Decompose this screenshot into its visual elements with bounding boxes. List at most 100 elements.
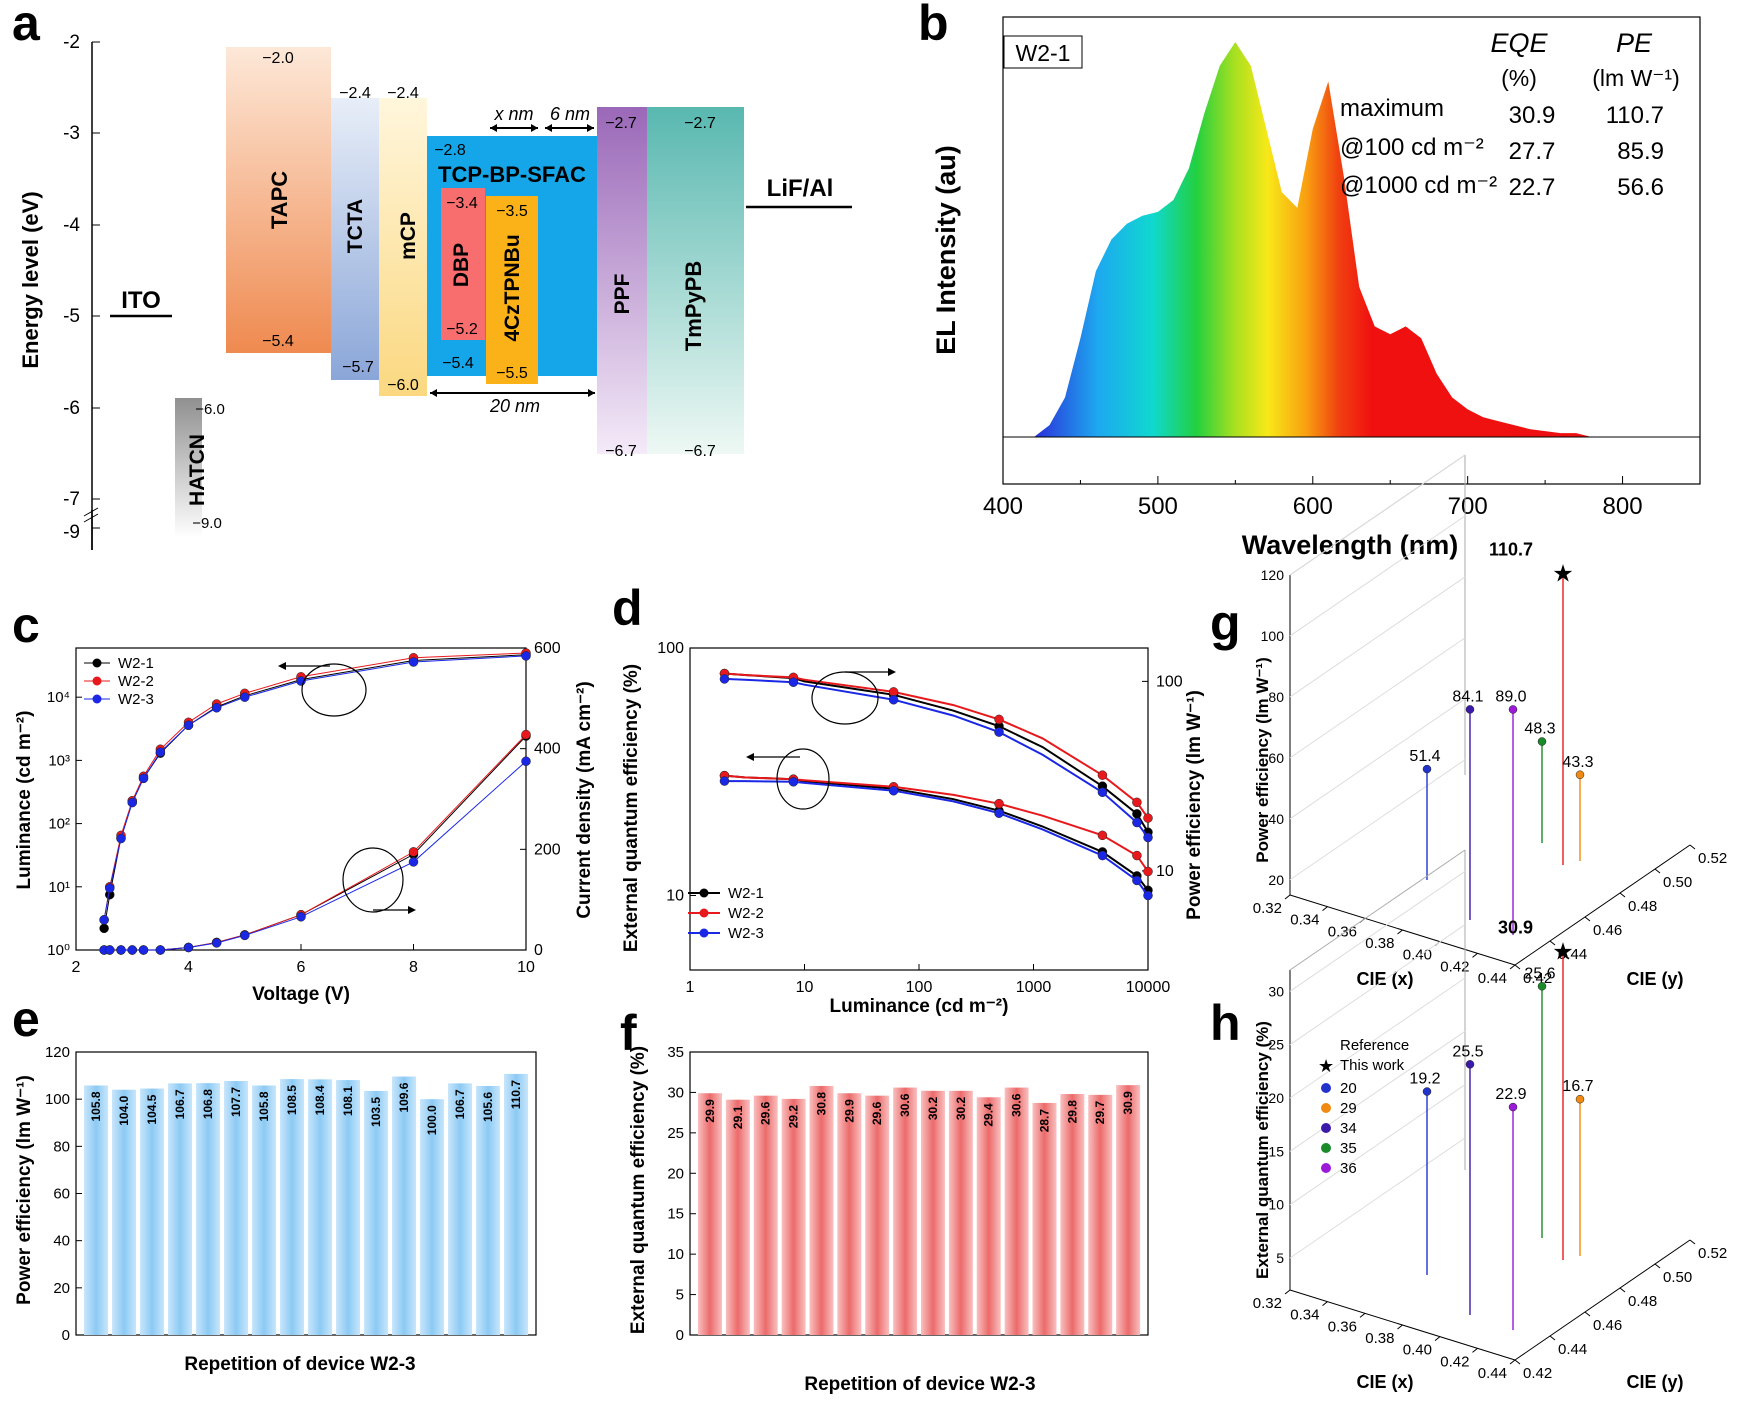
c-y2label: Current density (mA cm⁻²): [574, 681, 595, 918]
d-eqe-point: [994, 808, 1004, 818]
e-bar: [112, 1089, 137, 1335]
d-y2tick: 10: [1156, 863, 1174, 880]
h-point-label: 30.9: [1498, 918, 1533, 938]
d-eqe-point: [1143, 890, 1153, 901]
g-ytick-mark: [1689, 844, 1696, 850]
h-ytick: 0.52: [1698, 1245, 1727, 1262]
e-bar: [308, 1079, 333, 1335]
eqe-header: EQE: [1490, 28, 1548, 58]
panel-a-yticks: -2 -3 -4 -5 -6 -7 -9: [63, 32, 100, 543]
f-ytick: 15: [667, 1206, 684, 1223]
f-axes: 0 5 10 15 20 25 30 35: [667, 1044, 696, 1344]
d-pe-point: [1143, 813, 1153, 823]
row-100-label: @100 cd m⁻²: [1340, 134, 1484, 161]
b-xticks: 400 500 600 700 800: [983, 436, 1701, 520]
h-legend-item: 34: [1340, 1120, 1357, 1137]
h-ztick: 5: [1276, 1250, 1284, 1266]
d-legend-marker: [699, 928, 709, 938]
c-legend-marker: [92, 694, 102, 704]
c-cd-line-W2-1: [104, 735, 527, 951]
c-cd-point: [105, 945, 115, 955]
h-grid: [1289, 870, 1466, 992]
row-100-eqe: 27.7: [1509, 138, 1556, 165]
d-circle-pe: [811, 671, 879, 725]
e-bar: [168, 1083, 193, 1335]
e-ytick: 120: [45, 1044, 70, 1061]
h-ytick-mark: [1584, 1311, 1591, 1317]
g-ytick-mark: [1584, 916, 1591, 922]
g-point: [1422, 764, 1432, 774]
f-bars: 29.9 29.1 29.6 29.2 30.8 29.9 29.6 30.6 30.2 30.2…: [698, 1085, 1141, 1335]
e-bar: [280, 1079, 305, 1335]
d-xtick: 100: [906, 979, 933, 996]
c-cd-point: [138, 945, 149, 955]
g-ztick: 20: [1268, 872, 1284, 888]
h-legend-item: This work: [1340, 1057, 1405, 1074]
g-ytick: 0.52: [1698, 850, 1727, 867]
e-bar: [224, 1081, 249, 1335]
dbp-bar: [441, 188, 485, 340]
c-ytick: 10²: [48, 816, 70, 833]
d-y2label: Power efficiency (lm W⁻¹): [1184, 690, 1205, 920]
f-bar: [1116, 1085, 1141, 1335]
c-lum-point: [183, 720, 194, 730]
h-xtick: 0.36: [1328, 1318, 1357, 1335]
e-bar: [448, 1083, 473, 1335]
f-ytick: 25: [667, 1125, 684, 1142]
h-point: [1422, 1087, 1432, 1096]
g-ytick-mark: [1514, 964, 1521, 970]
h-xtick: 0.32: [1253, 1295, 1282, 1312]
d-eqe-point: [994, 798, 1004, 809]
g-xtick: 0.34: [1290, 912, 1319, 929]
c-cd-point: [116, 945, 126, 955]
row-1000-pe: 56.6: [1617, 174, 1664, 201]
d-axes: 1 10 100 1000 10000 10 100 10 100: [657, 640, 1183, 996]
g-grid: [1289, 759, 1466, 881]
d-legend-marker: [699, 908, 709, 918]
c-cd-point: [296, 912, 306, 922]
f-ylabel: External quantum efficiency (%): [628, 1046, 649, 1334]
c-lum-point: [408, 657, 419, 667]
c-cd-line-W2-3: [104, 760, 527, 951]
g-box: 20 40 60 80 100 120 0.32 0.34 0.36 0.38 0.40 0.42 0.…: [1253, 454, 1727, 987]
c-xlabel: Voltage (V): [252, 984, 350, 1005]
h-point-label: 25.5: [1452, 1043, 1483, 1060]
e-bar-label: 104.5: [145, 1094, 159, 1124]
eqe-unit: (%): [1501, 65, 1537, 91]
e-ytick: 0: [62, 1327, 70, 1344]
d-pe-point: [719, 674, 730, 684]
d-ylabel: External quantum efficiency (%): [621, 664, 642, 952]
g-xtick: 0.36: [1328, 923, 1357, 940]
g-point-label: 110.7: [1489, 539, 1533, 559]
d-pe-point: [1097, 770, 1108, 780]
tcta-bar: [331, 98, 379, 380]
h-ztick: 10: [1268, 1197, 1284, 1213]
c-ytick: 10⁴: [47, 689, 70, 706]
tapc-bottom: −5.4: [262, 333, 294, 350]
4cztpnbu-bar: [486, 196, 538, 384]
d-pe-point: [1132, 797, 1142, 808]
ito-label: ITO: [121, 287, 161, 314]
tcta-top: −2.4: [339, 85, 371, 102]
g-xtick-mark: [1284, 894, 1291, 900]
panel-b-letter: b: [918, 0, 949, 51]
f-ytick: 10: [667, 1246, 684, 1263]
panel-c-letter: c: [12, 597, 40, 653]
h-ytick: 0.50: [1663, 1269, 1692, 1286]
f-bar-label: 29.2: [787, 1105, 801, 1129]
mcp-bottom: −6.0: [387, 377, 419, 394]
f-bar-label: 29.9: [842, 1099, 856, 1123]
g-xtick-mark: [1397, 929, 1403, 935]
row-100-pe: 85.9: [1617, 138, 1664, 165]
ppf-top: −2.7: [605, 115, 637, 132]
e-bar: [140, 1088, 165, 1335]
a-ytick: -6: [63, 398, 80, 419]
f-bar: [725, 1099, 750, 1335]
h-legend-dot: [1321, 1083, 1331, 1093]
g-xtick-mark: [1472, 952, 1478, 958]
c-axes: 2 4 6 8 10 10⁰ 10¹ 10² 10³ 10⁴ 0 200 400 600: [47, 640, 561, 976]
f-bar-label: 30.2: [926, 1096, 940, 1120]
tcta-bottom: −5.7: [342, 359, 374, 376]
g-xtick: 0.44: [1478, 970, 1507, 987]
